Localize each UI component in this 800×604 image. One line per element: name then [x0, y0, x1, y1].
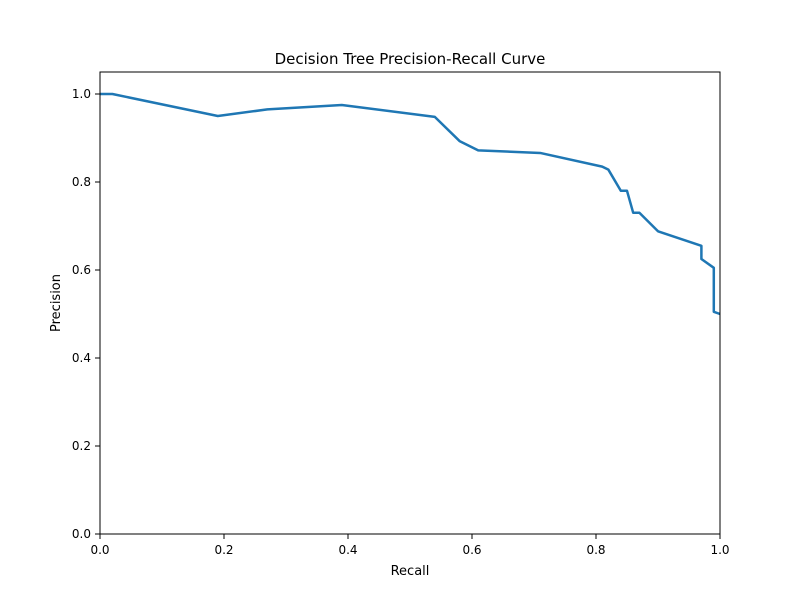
y-tick-label: 0.4: [72, 351, 91, 365]
x-tick-label: 0.4: [338, 543, 357, 557]
y-tick-label: 0.2: [72, 439, 91, 453]
axes-frame: [99, 71, 721, 535]
y-tick-label: 0.6: [72, 263, 91, 277]
y-tick-label: 0.0: [72, 527, 91, 541]
y-axis-label: Precision: [49, 274, 64, 332]
y-tick-label: 1.0: [72, 87, 91, 101]
series-line-0: [100, 92, 721, 316]
y-tick-label: 0.8: [72, 175, 91, 189]
x-tick-label: 0.0: [90, 543, 109, 557]
chart-title: Decision Tree Precision-Recall Curve: [275, 50, 546, 68]
x-axis-label: Recall: [391, 564, 430, 579]
plot-area: 0.0 0.2 0.4 0.6 0.8 1.0 0.0 0.2 0.4 0.6 0.8 1.0: [72, 71, 730, 557]
x-tick-label: 0.2: [214, 543, 233, 557]
x-tick-label: 1.0: [710, 543, 729, 557]
x-tick-label: 0.6: [462, 543, 481, 557]
x-tick-label: 0.8: [586, 543, 605, 557]
